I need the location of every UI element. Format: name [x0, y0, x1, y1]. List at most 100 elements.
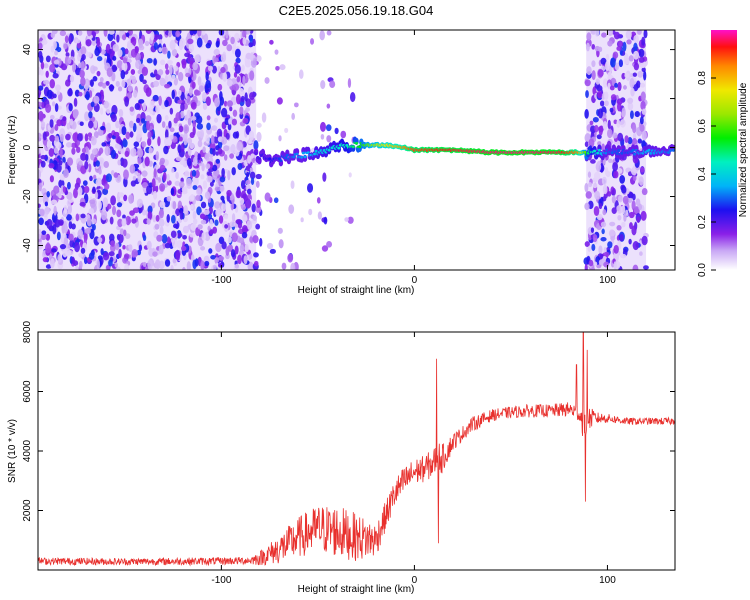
- noise-blob: [146, 240, 152, 250]
- noise-blob: [609, 221, 616, 227]
- noise-blob: [138, 244, 143, 252]
- noise-blob: [251, 203, 256, 213]
- noise-blob: [621, 185, 627, 194]
- noise-blob: [161, 46, 168, 55]
- noise-blob: [141, 170, 148, 177]
- noise-blob: [80, 247, 86, 254]
- noise-blob: [151, 178, 156, 188]
- noise-blob: [54, 103, 59, 112]
- signal-core: [254, 152, 258, 155]
- noise-blob: [196, 123, 204, 130]
- noise-blob: [56, 231, 61, 241]
- noise-blob: [639, 251, 643, 256]
- noise-blob: [191, 169, 197, 177]
- noise-blob: [195, 54, 202, 63]
- noise-blob: [273, 197, 279, 204]
- noise-blob: [93, 174, 97, 180]
- noise-blob: [612, 188, 616, 196]
- noise-blob: [121, 126, 127, 136]
- noise-blob: [61, 162, 66, 171]
- noise-blob: [66, 181, 71, 190]
- noise-blob: [40, 154, 47, 160]
- noise-blob: [75, 264, 79, 270]
- noise-blob: [108, 48, 112, 55]
- noise-blob: [75, 146, 81, 153]
- noise-blob: [175, 156, 182, 162]
- noise-blob: [627, 171, 633, 177]
- noise-blob: [80, 213, 86, 219]
- noise-blob: [172, 258, 177, 264]
- noise-blob: [619, 233, 624, 242]
- noise-blob: [137, 148, 144, 158]
- noise-blob: [349, 92, 356, 103]
- noise-blob: [264, 77, 270, 84]
- noise-blob: [38, 110, 44, 121]
- noise-blob: [105, 80, 110, 86]
- noise-blob: [628, 197, 633, 203]
- noise-blob: [40, 147, 44, 156]
- noise-blob: [226, 189, 232, 197]
- noise-blob: [247, 154, 252, 164]
- noise-blob: [105, 173, 112, 183]
- noise-blob: [206, 122, 211, 131]
- noise-blob: [186, 177, 192, 187]
- spectrogram-ticks: -100 0 100 -40 -20 0 20 40: [22, 30, 675, 286]
- noise-blob: [197, 30, 202, 37]
- noise-blob: [155, 104, 160, 114]
- noise-blob: [618, 40, 623, 48]
- noise-blob: [221, 136, 228, 145]
- noise-blob: [38, 233, 41, 240]
- noise-blob: [154, 259, 161, 270]
- noise-blob: [246, 30, 251, 35]
- noise-blob: [205, 163, 211, 170]
- noise-blob: [221, 167, 225, 178]
- noise-blob: [164, 129, 169, 140]
- noise-blob: [180, 142, 185, 153]
- noise-blob: [623, 213, 627, 222]
- noise-blob: [607, 119, 611, 130]
- noise-blob: [194, 150, 198, 160]
- signal-core: [596, 151, 600, 155]
- noise-blob: [607, 191, 612, 197]
- noise-blob: [111, 205, 117, 216]
- noise-blob: [632, 175, 637, 182]
- noise-blob: [199, 129, 205, 139]
- noise-blob: [41, 230, 47, 235]
- noise-blob: [45, 55, 51, 63]
- noise-blob: [62, 185, 66, 193]
- noise-blob: [82, 180, 88, 186]
- noise-blob: [123, 229, 127, 237]
- noise-blob: [202, 180, 208, 190]
- noise-blob: [598, 202, 603, 210]
- noise-blob: [56, 90, 61, 96]
- noise-blob: [195, 194, 202, 201]
- noise-blob: [633, 34, 639, 44]
- noise-blob: [58, 219, 64, 226]
- noise-blob: [223, 145, 230, 152]
- noise-blob: [253, 252, 259, 258]
- noise-blob: [135, 117, 141, 124]
- noise-blob: [326, 135, 332, 143]
- noise-blob: [125, 131, 131, 140]
- noise-blob: [229, 153, 235, 159]
- noise-blob: [637, 70, 644, 78]
- noise-blob: [54, 135, 59, 142]
- noise-blob: [142, 79, 147, 85]
- noise-blob: [189, 30, 194, 36]
- noise-blob: [598, 125, 603, 136]
- noise-blob: [584, 109, 589, 119]
- noise-blob: [261, 112, 267, 123]
- noise-blob: [252, 235, 259, 244]
- noise-blob: [108, 259, 113, 267]
- noise-blob: [189, 142, 195, 150]
- noise-blob: [249, 167, 254, 172]
- noise-blob: [43, 79, 50, 85]
- noise-blob: [112, 55, 117, 61]
- noise-blob: [142, 102, 146, 112]
- noise-blob: [326, 103, 331, 109]
- noise-blob: [319, 121, 326, 132]
- noise-blob: [593, 261, 598, 266]
- noise-blob: [288, 204, 295, 214]
- noise-blob: [96, 70, 101, 77]
- noise-blob: [63, 43, 68, 49]
